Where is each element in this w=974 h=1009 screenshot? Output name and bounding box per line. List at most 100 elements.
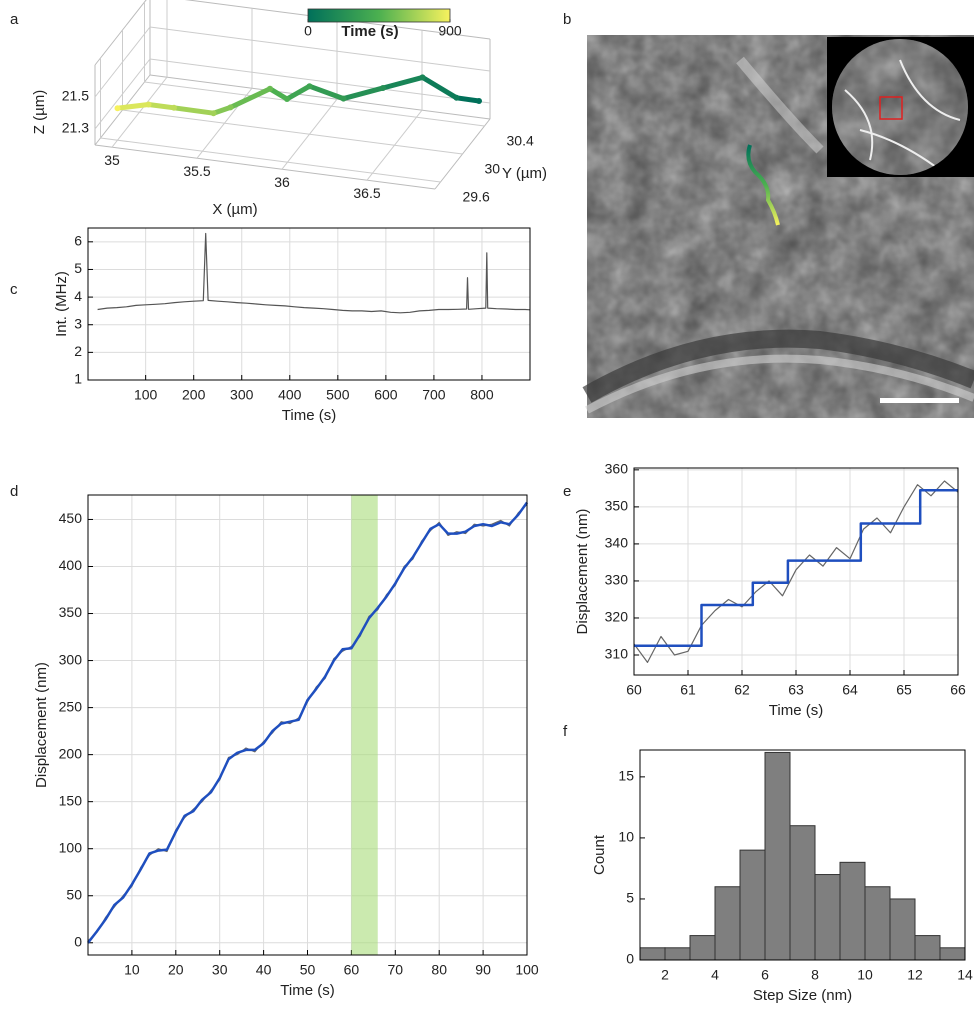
z-tick-label: 21.3 [62,120,89,136]
trajectory-point [210,110,217,117]
x-tick-label: 50 [300,962,316,978]
grid-line [122,109,463,155]
x-tick-label: 8 [811,967,819,983]
x-tick-label: 500 [326,387,350,403]
x-tick-label: 36 [274,174,290,190]
y-axis-label: Displacement (nm) [33,662,50,788]
trajectory-point [114,105,121,112]
panel-label: c [10,281,18,298]
x-tick-label: 2 [661,967,669,983]
y-axis-label: Y (µm) [502,165,547,182]
trajectory-segment [284,83,312,102]
y-tick-label: 400 [59,557,83,573]
x-tick-label: 200 [182,387,206,403]
grid-line [100,137,441,183]
x-tick-label: 6 [761,967,769,983]
x-tick-label: 20 [168,962,184,978]
highlight-span [351,495,378,955]
histogram-bar [664,947,691,961]
histogram-bar [639,947,666,961]
histogram-bar [789,825,816,961]
trajectory-point [453,94,460,101]
histogram-bar [889,898,916,961]
y-tick-label: 350 [59,604,83,620]
histogram-bar [814,874,841,961]
trajectory-point [267,85,273,92]
y-tick-label: 300 [59,651,83,667]
trajectory-segment [341,85,386,102]
trajectory-point [284,96,290,102]
histogram-bar [714,886,741,961]
x-axis-label: Step Size (nm) [753,987,852,1004]
axes-frame [87,227,531,381]
colorbar-label: Time (s) [341,23,398,40]
x-tick-label: 62 [734,682,750,698]
x-axis-label: Time (s) [280,982,334,999]
y-tick-label: 100 [59,839,83,855]
y-tick-label: 2 [74,343,82,359]
y-axis-label: Int. (MHz) [53,271,70,337]
trajectory-segment [454,95,482,104]
x-tick-label: 700 [422,387,446,403]
x-tick-label: 12 [907,967,923,983]
trajectory-point [380,85,386,91]
grid-line [94,58,151,130]
x-tick-label: 800 [470,387,494,403]
y-tick-label: 330 [605,572,629,588]
x-tick-label: 400 [278,387,302,403]
trajectory-point [171,104,177,111]
y-axis-label: Count [591,834,608,875]
trajectory-point [340,95,347,102]
grid-line [94,26,151,98]
x-tick-label: 10 [124,962,140,978]
histogram-bar [764,751,791,961]
axes-frame [87,494,528,956]
y-axis-label: Displacement (nm) [574,509,591,635]
y-tick-label: 360 [605,461,629,477]
colorbar [307,8,451,23]
trajectory-segment [267,86,290,102]
y-tick-label: 30 [485,161,501,177]
y-tick-label: 340 [605,535,629,551]
x-tick-label: 600 [374,387,398,403]
histogram-bar [739,849,766,961]
colorbar-tick-label: 900 [438,23,462,39]
trajectory-segment [146,102,177,111]
x-tick-label: 60 [626,682,642,698]
grid-line [149,26,491,72]
x-tick-label: 100 [134,387,158,403]
x-tick-label: 70 [388,962,404,978]
y-tick-label: 250 [59,698,83,714]
y-tick-label: 29.6 [463,189,490,205]
y-tick-label: 200 [59,745,83,761]
axis-edge [94,144,436,190]
y-tick-label: 5 [626,890,634,906]
trajectory-point [227,104,234,111]
z-tick-label: 21.5 [62,88,89,104]
trajectory-segment [380,74,425,91]
x-tick-label: 60 [344,962,360,978]
y-tick-label: 320 [605,609,629,625]
y-tick-label: 3 [74,315,82,331]
x-tick-label: 36.5 [353,185,380,201]
y-tick-label: 1 [74,371,82,387]
x-tick-label: 65 [896,682,912,698]
x-tick-label: 64 [842,682,858,698]
x-tick-label: 63 [788,682,804,698]
data-line [634,488,958,647]
trajectory-segment [228,86,273,110]
y-tick-label: 450 [59,510,83,526]
y-tick-label: 0 [626,951,634,967]
x-axis-label: X (µm) [212,201,257,218]
x-tick-label: 4 [711,967,719,983]
trajectory-point [306,83,313,90]
x-tick-label: 61 [680,682,696,698]
trajectory-point [419,74,426,81]
axes-frame [639,749,966,961]
y-tick-label: 5 [74,260,82,276]
x-tick-label: 80 [431,962,447,978]
y-tick-label: 350 [605,498,629,514]
z-axis-label: Z (µm) [31,90,48,134]
x-tick-label: 40 [256,962,272,978]
x-tick-label: 100 [515,962,539,978]
